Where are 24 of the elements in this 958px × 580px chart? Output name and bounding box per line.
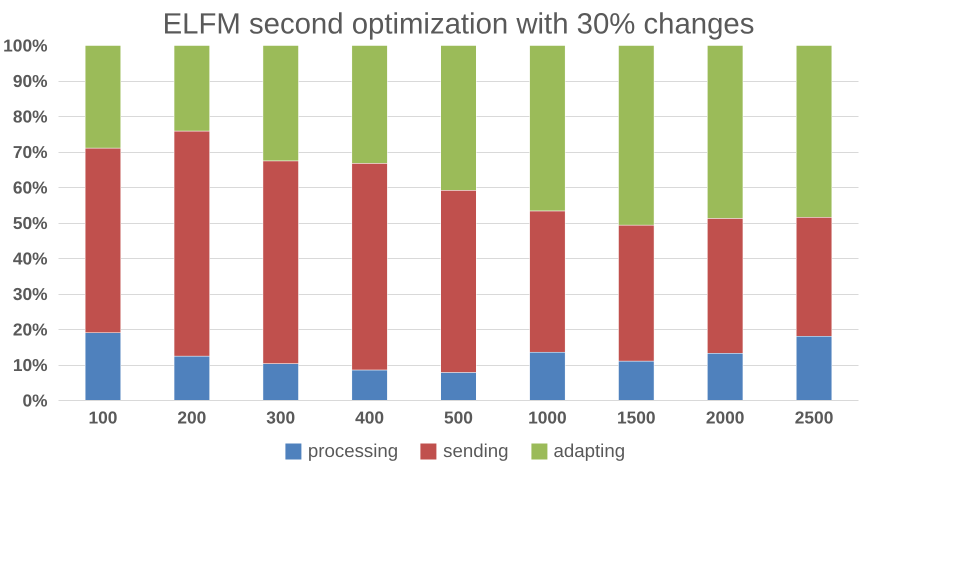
x-tick-label: 300 bbox=[266, 408, 296, 428]
y-tick-label: 90% bbox=[12, 71, 48, 91]
y-tick-label: 60% bbox=[12, 178, 48, 198]
y-tick-label: 70% bbox=[12, 142, 48, 162]
legend-label: processing bbox=[308, 440, 398, 462]
chart-title: ELFM second optimization with 30% changes bbox=[162, 8, 754, 40]
x-tick-label: 400 bbox=[355, 408, 384, 428]
x-tick-label: 2000 bbox=[706, 408, 744, 428]
y-tick-label: 30% bbox=[12, 284, 48, 304]
x-tick-label: 1000 bbox=[528, 408, 567, 428]
x-tick-label: 1500 bbox=[617, 408, 656, 428]
y-tick-label: 40% bbox=[12, 248, 48, 268]
y-tick-label: 20% bbox=[12, 320, 48, 340]
legend-label: adapting bbox=[554, 440, 626, 462]
x-tick-label: 200 bbox=[177, 408, 206, 428]
x-tick-label: 2500 bbox=[794, 408, 834, 428]
y-tick-label: 100% bbox=[3, 36, 48, 56]
y-tick-label: 50% bbox=[12, 213, 48, 233]
y-tick-label: 80% bbox=[12, 106, 48, 126]
legend-label: sending bbox=[443, 440, 508, 462]
x-tick-label: 500 bbox=[444, 408, 473, 428]
x-tick-label: 100 bbox=[88, 408, 118, 428]
y-tick-label: 0% bbox=[22, 390, 48, 410]
y-tick-label: 10% bbox=[12, 355, 48, 375]
